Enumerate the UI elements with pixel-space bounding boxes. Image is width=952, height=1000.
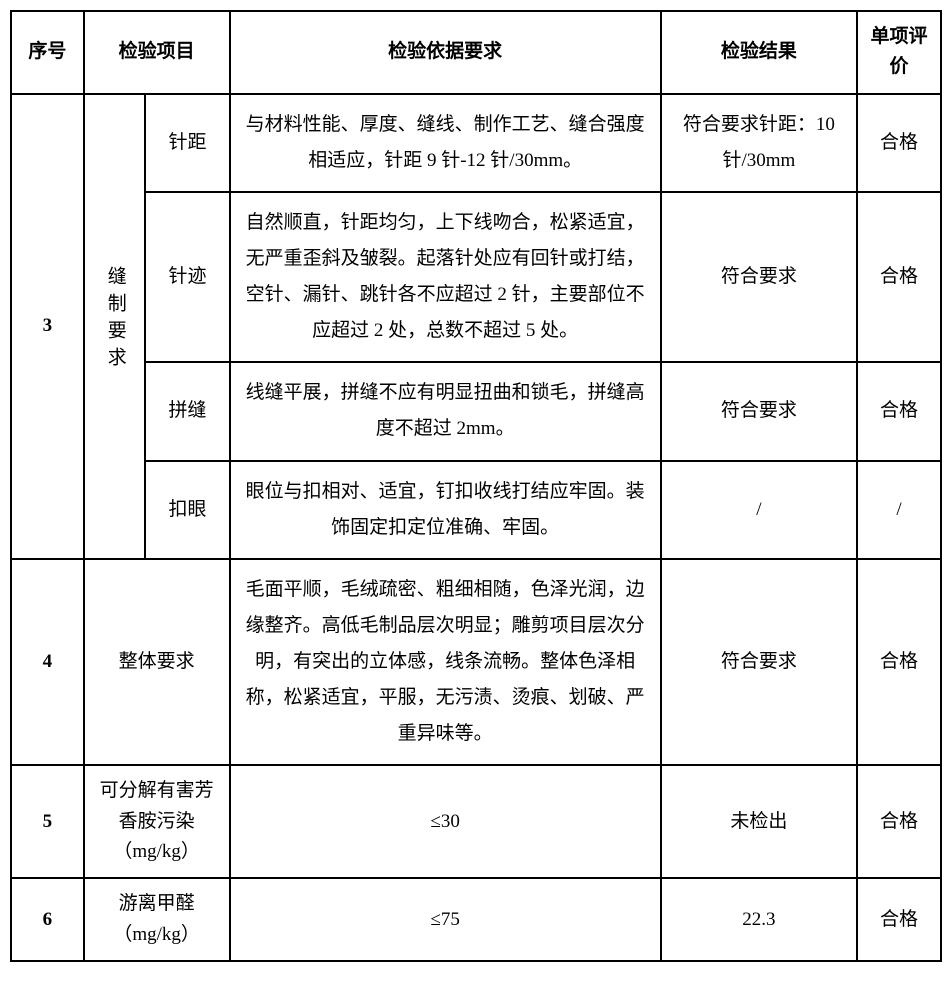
subitem-name: 针迹 [145, 192, 229, 362]
seq-cell: 4 [11, 559, 84, 765]
category-text: 缝制要求 [97, 266, 133, 374]
table-row: 针迹 自然顺直，针距均匀，上下线吻合，松紧适宜，无严重歪斜及皱裂。起落针处应有回… [11, 192, 941, 362]
result-cell: 符合要求 [661, 192, 857, 362]
category-cell: 游离甲醛（mg/kg） [84, 878, 230, 961]
result-cell: 符合要求针距：10 针/30mm [661, 94, 857, 192]
table-row: 6 游离甲醛（mg/kg） ≤75 22.3 合格 [11, 878, 941, 961]
evaluation-cell: 合格 [857, 362, 941, 460]
table-row: 5 可分解有害芳香胺污染（mg/kg） ≤30 未检出 合格 [11, 765, 941, 878]
evaluation-cell: / [857, 461, 941, 559]
header-requirement: 检验依据要求 [230, 11, 661, 94]
table-row: 扣眼 眼位与扣相对、适宜，钉扣收线打结应牢固。装饰固定扣定位准确、牢固。 / / [11, 461, 941, 559]
seq-cell: 5 [11, 765, 84, 878]
category-cell: 整体要求 [84, 559, 230, 765]
requirement-cell: 自然顺直，针距均匀，上下线吻合，松紧适宜，无严重歪斜及皱裂。起落针处应有回针或打… [230, 192, 661, 362]
header-item: 检验项目 [84, 11, 230, 94]
table-row: 拼缝 线缝平展，拼缝不应有明显扭曲和锁毛，拼缝高度不超过 2mm。 符合要求 合… [11, 362, 941, 460]
requirement-cell: ≤75 [230, 878, 661, 961]
category-cell: 可分解有害芳香胺污染（mg/kg） [84, 765, 230, 878]
result-cell: 未检出 [661, 765, 857, 878]
requirement-cell: ≤30 [230, 765, 661, 878]
evaluation-cell: 合格 [857, 94, 941, 192]
subitem-name: 拼缝 [145, 362, 229, 460]
header-result: 检验结果 [661, 11, 857, 94]
header-evaluation: 单项评价 [857, 11, 941, 94]
requirement-cell: 线缝平展，拼缝不应有明显扭曲和锁毛，拼缝高度不超过 2mm。 [230, 362, 661, 460]
result-cell: 符合要求 [661, 362, 857, 460]
table-row: 3 缝制要求 针距 与材料性能、厚度、缝线、制作工艺、缝合强度相适应，针距 9 … [11, 94, 941, 192]
requirement-cell: 毛面平顺，毛绒疏密、粗细相随，色泽光润，边缘整齐。高低毛制品层次明显；雕剪项目层… [230, 559, 661, 765]
table-header: 序号 检验项目 检验依据要求 检验结果 单项评价 [11, 11, 941, 94]
table-body: 3 缝制要求 针距 与材料性能、厚度、缝线、制作工艺、缝合强度相适应，针距 9 … [11, 94, 941, 961]
evaluation-cell: 合格 [857, 559, 941, 765]
seq-cell: 6 [11, 878, 84, 961]
evaluation-cell: 合格 [857, 192, 941, 362]
requirement-cell: 与材料性能、厚度、缝线、制作工艺、缝合强度相适应，针距 9 针-12 针/30m… [230, 94, 661, 192]
subitem-name: 扣眼 [145, 461, 229, 559]
category-cell: 缝制要求 [84, 94, 146, 559]
evaluation-cell: 合格 [857, 878, 941, 961]
header-seq: 序号 [11, 11, 84, 94]
result-cell: 符合要求 [661, 559, 857, 765]
requirement-cell: 眼位与扣相对、适宜，钉扣收线打结应牢固。装饰固定扣定位准确、牢固。 [230, 461, 661, 559]
result-cell: 22.3 [661, 878, 857, 961]
inspection-table: 序号 检验项目 检验依据要求 检验结果 单项评价 3 缝制要求 针距 与材料性能… [10, 10, 942, 962]
table-row: 4 整体要求 毛面平顺，毛绒疏密、粗细相随，色泽光润，边缘整齐。高低毛制品层次明… [11, 559, 941, 765]
seq-cell: 3 [11, 94, 84, 559]
evaluation-cell: 合格 [857, 765, 941, 878]
header-row: 序号 检验项目 检验依据要求 检验结果 单项评价 [11, 11, 941, 94]
result-cell: / [661, 461, 857, 559]
subitem-name: 针距 [145, 94, 229, 192]
